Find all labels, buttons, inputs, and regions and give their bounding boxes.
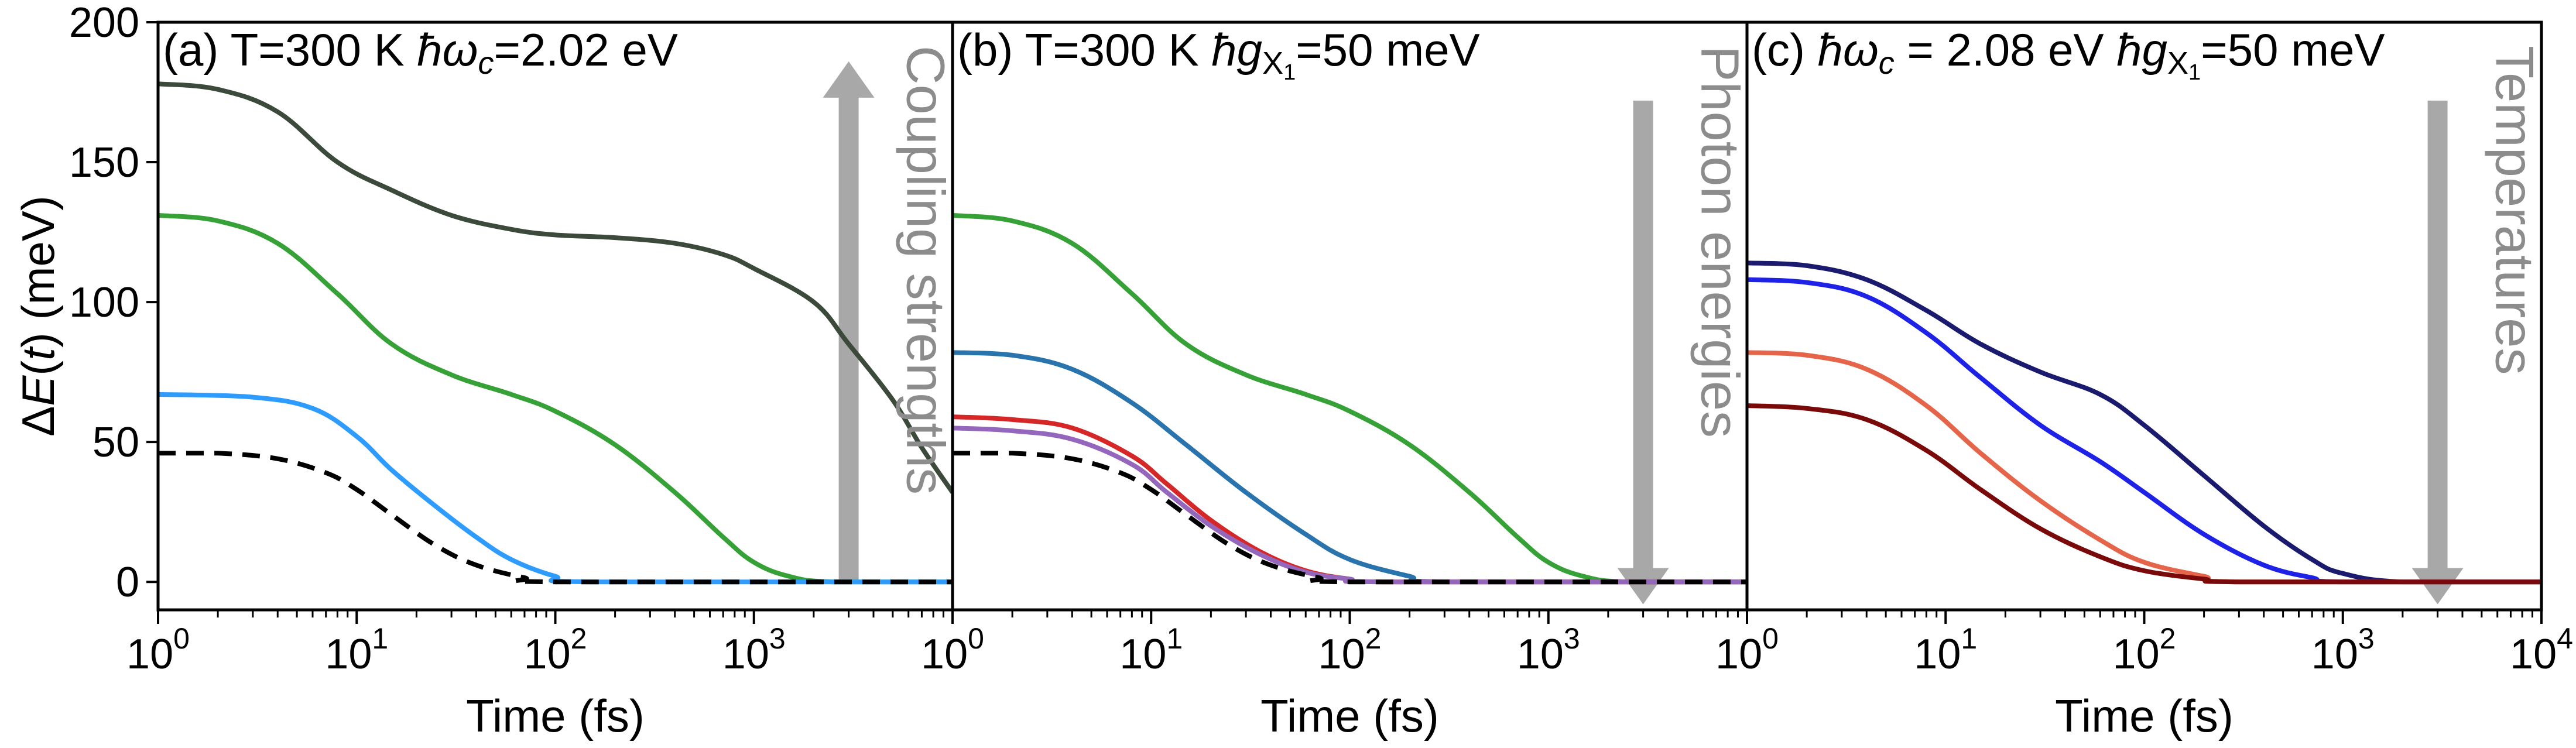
series-blue — [1747, 277, 2541, 585]
x-tick-label: 103 — [2311, 622, 2375, 678]
plot-frame — [1745, 20, 2543, 612]
x-tick-label: 102 — [1318, 622, 1382, 678]
series-dark-red — [1747, 403, 2541, 585]
annotation-text: Coupling strengths — [896, 46, 955, 495]
annotation-text: Temperatures — [2485, 46, 2544, 375]
arrow-head — [823, 61, 875, 98]
series-coral — [1747, 350, 2541, 585]
x-tick-label: 101 — [325, 622, 388, 678]
panel-b: Photon energies (b) T=300 K ħgX1=50 meV 10… — [921, 20, 1750, 742]
x-tick-label: 102 — [524, 622, 587, 678]
x-axis-label: Time (fs) — [2055, 690, 2234, 742]
y-tick-label: 200 — [69, 0, 139, 46]
series-light-blue — [158, 392, 953, 585]
arrow-shaft — [838, 96, 859, 582]
panel-c: Temperatures (c) ħωc = 2.08 eV ħgX1=50 me… — [1715, 20, 2573, 742]
y-tick-label: 50 — [93, 419, 139, 466]
plot-frame — [951, 20, 1749, 612]
x-tick-label: 101 — [1914, 622, 1977, 678]
y-axis-label: ΔE(t) (meV) — [12, 195, 64, 437]
x-tick-label: 103 — [722, 622, 786, 678]
arrow-head — [2411, 568, 2464, 605]
x-tick-label: 102 — [2113, 622, 2176, 678]
annotation-text: Photon energies — [1690, 46, 1750, 438]
panel-title: (b) T=300 K ħgX1=50 meV — [957, 24, 1480, 85]
series-green — [158, 212, 953, 585]
x-tick-label: 100 — [1715, 622, 1779, 678]
series-group — [953, 212, 1747, 585]
series-black-dashed — [953, 451, 1747, 585]
arrow-shaft — [1633, 100, 1653, 569]
x-axis-label: Time (fs) — [1260, 690, 1439, 742]
y-tick-label: 100 — [69, 279, 139, 326]
x-tick-label: 101 — [1119, 622, 1183, 678]
series-navy — [1747, 260, 2541, 585]
panel-title: (c) ħωc = 2.08 eV ħgX1=50 meV — [1752, 24, 2385, 85]
panel-a: Coupling strengths (a) T=300 K ħωc=2.02 e… — [126, 20, 955, 742]
panel-title: (a) T=300 K ħωc=2.02 eV — [163, 24, 678, 81]
x-tick-label: 100 — [921, 622, 984, 678]
x-tick-label: 100 — [126, 622, 190, 678]
x-tick-label: 104 — [2510, 622, 2573, 678]
series-steel-blue — [953, 350, 1747, 585]
x-tick-label: 103 — [1517, 622, 1580, 678]
series-green — [953, 212, 1747, 585]
y-tick-label: 150 — [69, 139, 139, 186]
series-dark-green — [158, 81, 953, 494]
series-group — [1747, 260, 2541, 585]
series-black-dashed — [158, 451, 953, 585]
arrow-shaft — [2427, 100, 2448, 569]
series-group — [158, 81, 953, 585]
y-tick-label: 0 — [116, 559, 139, 606]
x-axis-label: Time (fs) — [466, 690, 645, 742]
arrow-head — [1617, 568, 1669, 605]
